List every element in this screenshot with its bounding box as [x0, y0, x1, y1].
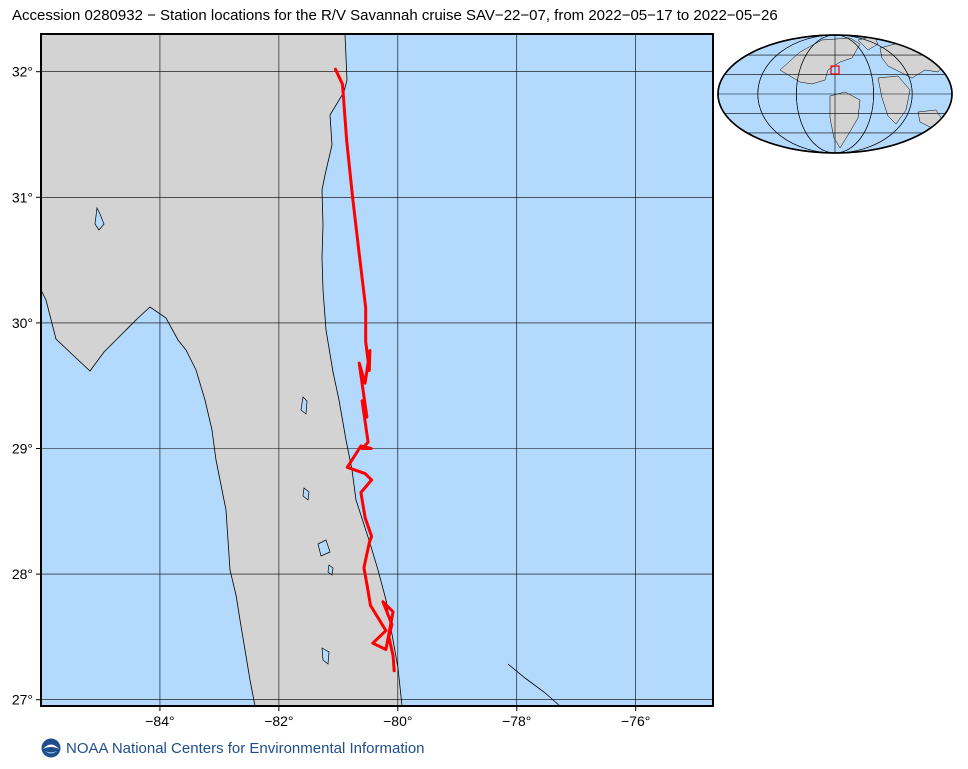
latitude-labels: 32° 31° 30° 29° 28° 27° [12, 64, 41, 708]
inset-border [717, 34, 953, 154]
main-map [40, 33, 714, 707]
lat-tick-label: 28° [12, 566, 33, 582]
footer-text: NOAA National Centers for Environmental … [66, 739, 425, 757]
inset-graticule [718, 35, 952, 153]
lon-tick-label: −78° [502, 713, 531, 729]
lat-tick-label: 32° [12, 64, 33, 80]
map-title: Accession 0280932 − Station locations fo… [12, 7, 778, 24]
inset-globe [717, 34, 953, 154]
lon-tick-label: −84° [145, 713, 174, 729]
longitude-labels: −84° −82° −80° −78° −76° [145, 706, 650, 729]
cruise-track [333, 67, 396, 673]
footer: NOAA National Centers for Environmental … [41, 738, 425, 758]
lat-tick-label: 31° [12, 189, 33, 205]
lat-tick-label: 29° [12, 441, 33, 457]
lat-tick-label: 30° [12, 315, 33, 331]
inland-lakes [94, 206, 334, 665]
florida-landmass [41, 34, 403, 706]
graticule [41, 34, 713, 706]
lon-tick-label: −80° [383, 713, 412, 729]
map-frame [40, 33, 714, 707]
noaa-logo-icon [41, 738, 61, 758]
lon-tick-label: −76° [621, 713, 650, 729]
lat-tick-label: 27° [12, 692, 33, 708]
lon-tick-label: −82° [264, 713, 293, 729]
inset-location-marker [830, 65, 840, 75]
